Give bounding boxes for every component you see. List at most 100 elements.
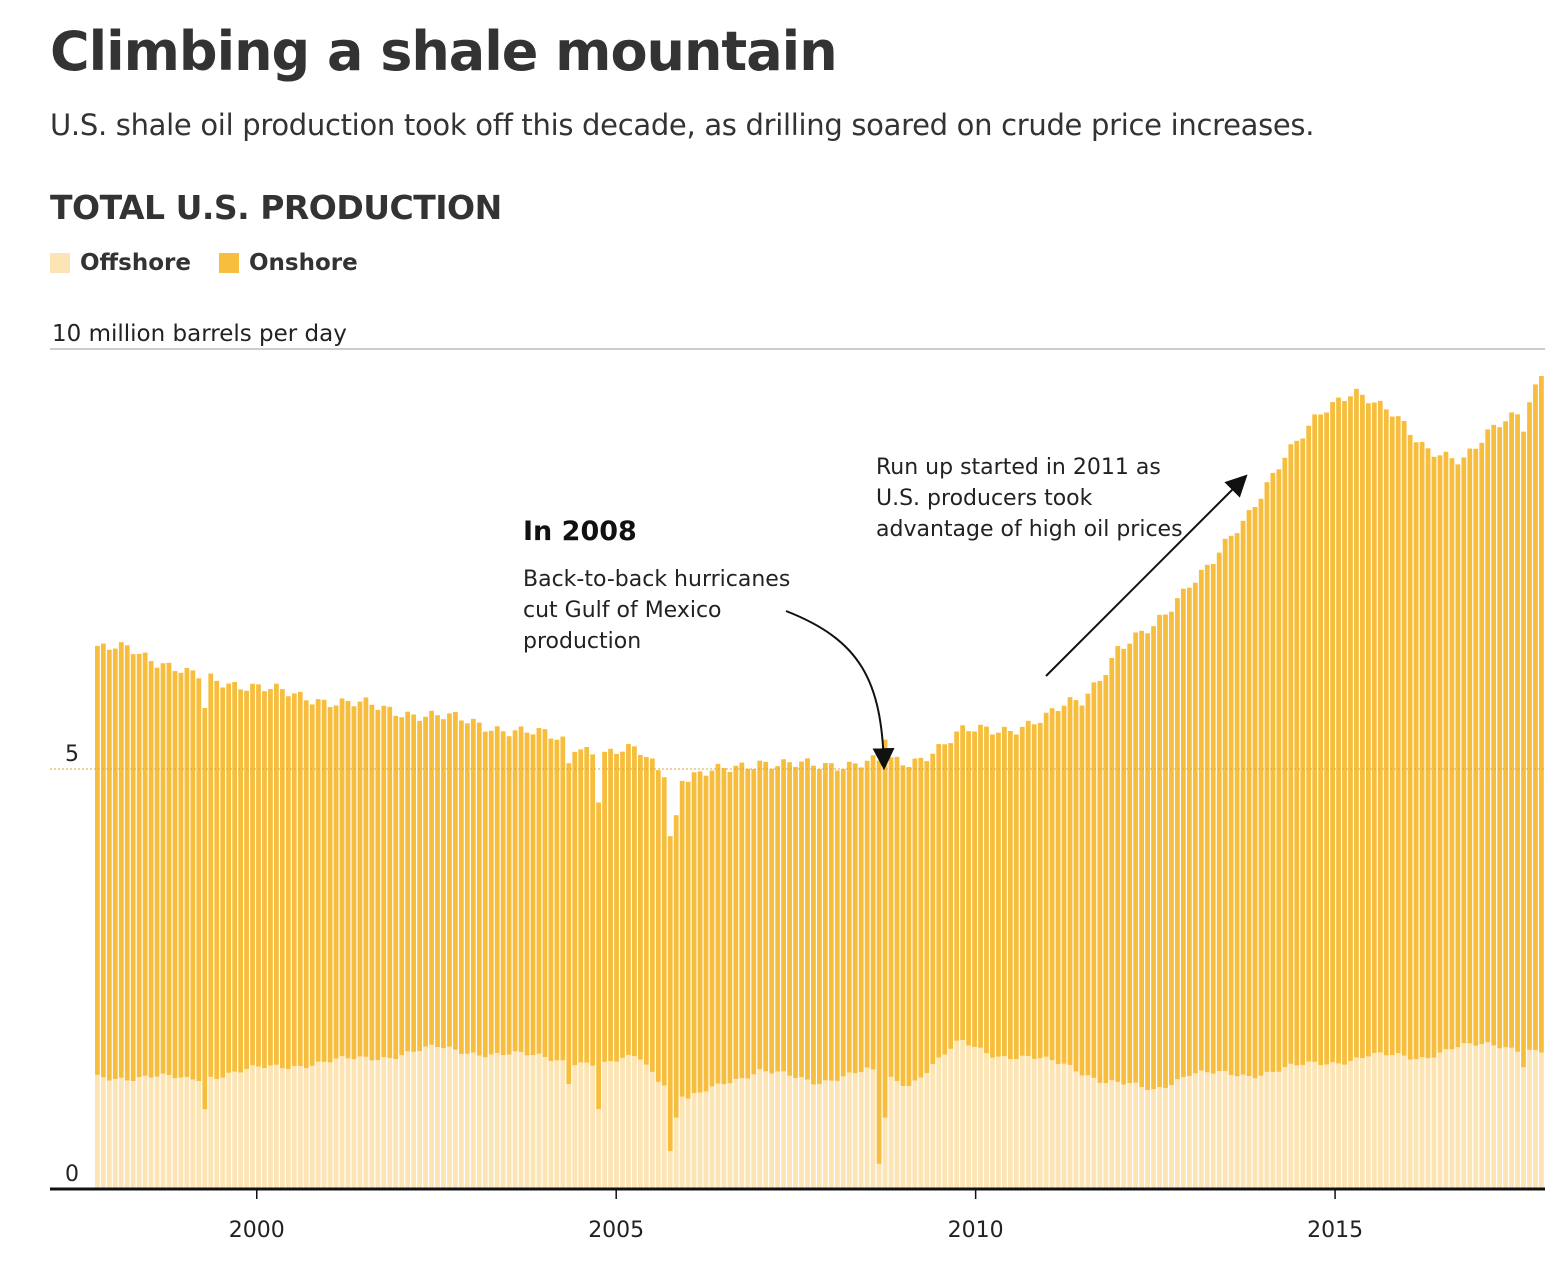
y-tick-label: 0: [65, 1162, 79, 1187]
bar-offshore: [649, 1071, 655, 1189]
bar-offshore: [972, 1046, 977, 1189]
bar-onshore: [661, 777, 667, 1086]
bar-offshore: [894, 1080, 900, 1189]
bar-onshore: [1449, 458, 1455, 1050]
bar-offshore: [1383, 1055, 1389, 1189]
bar-offshore: [1294, 1065, 1300, 1189]
bar-onshore: [697, 771, 703, 1093]
bar-offshore: [1163, 1087, 1168, 1189]
bar-onshore: [655, 770, 661, 1082]
bar-onshore: [1145, 633, 1150, 1091]
bar-onshore: [673, 815, 679, 1118]
bar-offshore: [160, 1073, 166, 1189]
bar-onshore: [1133, 632, 1139, 1083]
bar-offshore: [357, 1056, 363, 1189]
bar-onshore: [512, 730, 518, 1052]
bar-onshore: [649, 758, 655, 1072]
bar-offshore: [638, 1059, 643, 1189]
bar-offshore: [876, 1163, 882, 1189]
bar-onshore: [721, 768, 727, 1085]
bar-offshore: [1103, 1083, 1109, 1189]
bar-onshore: [870, 755, 876, 1070]
bar-offshore: [512, 1051, 518, 1189]
bar-onshore: [1318, 414, 1324, 1066]
bar-onshore: [1527, 402, 1532, 1050]
bar-offshore: [435, 1047, 440, 1189]
bar-onshore: [811, 765, 816, 1085]
bar-onshore: [1181, 588, 1186, 1078]
bar-offshore: [124, 1080, 130, 1189]
bar-onshore: [214, 680, 220, 1079]
bar-onshore: [244, 690, 249, 1070]
bar-offshore: [1151, 1089, 1156, 1189]
bar-onshore: [930, 753, 936, 1065]
bar-offshore: [1419, 1057, 1425, 1189]
bar-offshore: [709, 1086, 715, 1189]
bar-offshore: [238, 1072, 243, 1189]
bar-onshore: [303, 700, 309, 1069]
bar-offshore: [608, 1061, 613, 1189]
bar-offshore: [966, 1045, 971, 1189]
bar-offshore: [351, 1059, 357, 1189]
bar-onshore: [309, 704, 315, 1066]
bar-onshore: [566, 763, 572, 1084]
bar-onshore: [1222, 538, 1228, 1071]
bar-offshore: [900, 1085, 906, 1189]
bar-onshore: [1276, 469, 1282, 1072]
annotation-runup-line-2: U.S. producers took: [876, 486, 1093, 511]
bar-onshore: [1264, 482, 1270, 1072]
bar-offshore: [423, 1046, 428, 1189]
bar-offshore: [1509, 1047, 1514, 1189]
bar-onshore: [1425, 448, 1431, 1059]
bar-onshore: [476, 722, 482, 1056]
bar-onshore: [464, 723, 470, 1054]
bar-offshore: [1336, 1063, 1341, 1189]
bar-onshore: [1479, 442, 1485, 1045]
bar-offshore: [1073, 1071, 1079, 1189]
bar-offshore: [1348, 1060, 1353, 1189]
bar-offshore: [799, 1077, 804, 1189]
bar-onshore: [1282, 457, 1288, 1068]
bar-offshore: [1002, 1056, 1007, 1189]
x-tick-label: 2015: [1307, 1218, 1363, 1243]
bar-offshore: [1431, 1057, 1437, 1189]
bar-onshore: [220, 687, 226, 1078]
bar-offshore: [1413, 1059, 1419, 1189]
bar-offshore: [1479, 1044, 1485, 1189]
bar-offshore: [1133, 1082, 1139, 1189]
bar-onshore: [393, 715, 399, 1060]
bar-onshore: [1419, 441, 1425, 1058]
bar-onshore: [387, 706, 393, 1058]
bar-onshore: [590, 754, 596, 1066]
bar-offshore: [262, 1068, 267, 1189]
bar-offshore: [667, 1151, 673, 1189]
bar-onshore: [1407, 434, 1413, 1060]
bar-offshore: [930, 1064, 936, 1189]
bar-onshore: [381, 705, 387, 1058]
legend-label-onshore: Onshore: [249, 250, 358, 276]
bar-offshore: [1007, 1059, 1013, 1189]
bar-onshore: [488, 730, 494, 1055]
bar-offshore: [244, 1069, 249, 1189]
bar-onshore: [1246, 510, 1252, 1076]
bar-offshore: [858, 1072, 864, 1189]
bar-offshore: [464, 1053, 470, 1189]
bar-onshore: [1437, 455, 1443, 1053]
annotation-hurricane-arrow: [785, 610, 895, 771]
bar-onshore: [924, 761, 930, 1073]
bar-onshore: [375, 709, 381, 1060]
bar-offshore: [279, 1068, 285, 1189]
bar-offshore: [166, 1075, 172, 1189]
bar-onshore: [518, 726, 524, 1052]
bar-onshore: [178, 672, 184, 1078]
bar-offshore: [751, 1074, 757, 1189]
bar-onshore: [834, 770, 840, 1081]
bar-offshore: [1240, 1074, 1246, 1189]
bar-offshore: [1407, 1059, 1413, 1189]
bar-offshore: [506, 1054, 512, 1189]
bar-onshore: [1306, 425, 1312, 1062]
bar-onshore: [1348, 396, 1353, 1061]
bar-onshore: [739, 762, 745, 1078]
bar-offshore: [1234, 1076, 1240, 1189]
bar-onshore: [1127, 643, 1133, 1084]
